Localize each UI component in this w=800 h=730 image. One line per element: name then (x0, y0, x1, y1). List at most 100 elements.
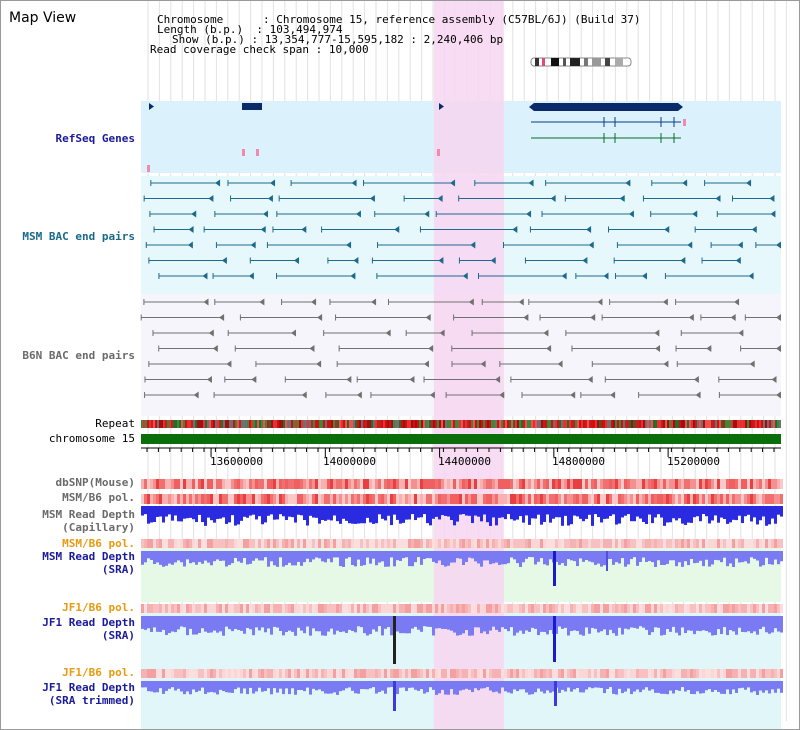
depth-bar (498, 681, 501, 694)
repeat-segment (631, 420, 633, 428)
repeat-segment (659, 420, 661, 428)
pol-cell (264, 604, 267, 613)
pol-cell (555, 539, 558, 548)
track-label-msm-depth-capillary[interactable]: MSM Read Depth (42, 508, 135, 521)
depth-bar (606, 506, 609, 519)
pol-cell (591, 669, 594, 678)
depth-bar (768, 681, 771, 694)
chromosome-key: Chromosome (157, 13, 224, 26)
bac-end-arrow (193, 391, 199, 399)
repeat-segment (471, 420, 473, 428)
depth-bar (516, 616, 519, 633)
track-label-jf1-depth-trimmed[interactable]: JF1 Read Depth (42, 681, 135, 694)
track-label-jf1-b6-pol-2[interactable]: JF1/B6 pol. (62, 666, 135, 679)
pol-cell (498, 539, 501, 548)
pol-cell (405, 539, 408, 548)
pol-cell (465, 479, 468, 489)
pol-cell (306, 479, 309, 489)
track-label-jf1-b6-pol[interactable]: JF1/B6 pol. (62, 601, 135, 614)
track-label-b6n-bac[interactable]: B6N BAC end pairs (22, 349, 135, 362)
track-label-msm-bac[interactable]: MSM BAC end pairs (22, 230, 135, 243)
pol-cell (594, 479, 597, 489)
track-label-repeat[interactable]: Repeat (95, 417, 135, 430)
repeat-segment (467, 420, 469, 428)
depth-bar (732, 681, 735, 690)
msm-b6-pol-track[interactable] (141, 494, 783, 504)
pol-cell (342, 539, 345, 548)
dbsnp-track[interactable] (141, 479, 783, 489)
pol-cell (498, 669, 501, 678)
repeat-segment (443, 420, 445, 428)
pol-cell (585, 479, 588, 489)
repeat-track[interactable] (141, 420, 781, 428)
pol-cell (144, 604, 147, 613)
depth-bar (183, 506, 186, 519)
depth-bar (747, 506, 750, 515)
msm-depth-sra-track[interactable] (141, 551, 783, 586)
track-label-dbsnp[interactable]: dbSNP(Mouse) (55, 476, 135, 489)
pol-cell (639, 494, 642, 504)
chromosome-ideogram[interactable] (529, 53, 633, 67)
track-label-refseq[interactable]: RefSeq Genes (55, 132, 135, 145)
pol-cell (492, 539, 495, 548)
pol-cell (183, 604, 186, 613)
pol-cell (630, 539, 633, 548)
repeat-segment (365, 420, 367, 428)
depth-bar (219, 681, 222, 690)
pol-cell (462, 479, 465, 489)
depth-bar (600, 551, 603, 567)
track-label-chromosome[interactable]: chromosome 15 (48, 432, 135, 445)
jf1-b6-pol-track[interactable] (141, 604, 783, 613)
depth-bar (720, 681, 723, 694)
pol-cell (753, 669, 756, 678)
pol-cell (438, 494, 441, 504)
pol-cell (735, 669, 738, 678)
pol-cell (351, 479, 354, 489)
depth-bar (663, 551, 666, 566)
repeat-segment (509, 420, 511, 428)
jf1-b6-pol-track-2[interactable] (141, 669, 783, 678)
msm-bac-end-pairs[interactable] (143, 179, 781, 280)
depth-bar (351, 506, 354, 524)
pol-cell (510, 494, 513, 504)
pol-cell (411, 494, 414, 504)
pol-cell (444, 494, 447, 504)
pol-cell (225, 669, 228, 678)
pol-cell (381, 604, 384, 613)
track-label-msm-b6-pol[interactable]: MSM/B6 pol. (62, 491, 135, 504)
pol-cell (744, 669, 747, 678)
depth-bar (210, 506, 213, 521)
repeat-segment (535, 420, 537, 428)
depth-bar (558, 681, 561, 693)
track-label-msm-depth-sra[interactable]: MSM Read Depth (42, 550, 135, 563)
track-label-jf1-depth-sra[interactable]: JF1 Read Depth (42, 616, 135, 629)
depth-bar (642, 681, 645, 690)
pol-cell (753, 539, 756, 548)
jf1-depth-trimmed-track[interactable] (141, 681, 783, 711)
depth-bar (141, 681, 144, 688)
pol-cell (429, 479, 432, 489)
depth-bar (588, 506, 591, 515)
repeat-segment (721, 420, 723, 428)
jf1-depth-sra-track[interactable] (141, 616, 783, 664)
pol-cell (774, 494, 777, 504)
depth-bar (282, 681, 285, 695)
refseq-genes[interactable] (147, 103, 686, 172)
pol-cell (180, 669, 183, 678)
pol-cell (354, 494, 357, 504)
msm-depth-capillary-track[interactable] (141, 506, 783, 526)
depth-bar (234, 681, 237, 690)
repeat-segment (505, 420, 507, 428)
track-label-msm-b6-pol-2[interactable]: MSM/B6 pol. (62, 537, 135, 550)
depth-bar (405, 681, 408, 692)
pol-cell (651, 604, 654, 613)
bac-end-arrow (262, 210, 268, 218)
depth-bar (471, 616, 474, 636)
b6n-bac-end-pairs[interactable] (140, 298, 781, 399)
repeat-segment (409, 420, 411, 428)
msm-b6-pol-track-2[interactable] (141, 539, 783, 548)
depth-bar (705, 506, 708, 517)
bac-end-arrow (208, 329, 214, 337)
pol-cell (390, 604, 393, 613)
